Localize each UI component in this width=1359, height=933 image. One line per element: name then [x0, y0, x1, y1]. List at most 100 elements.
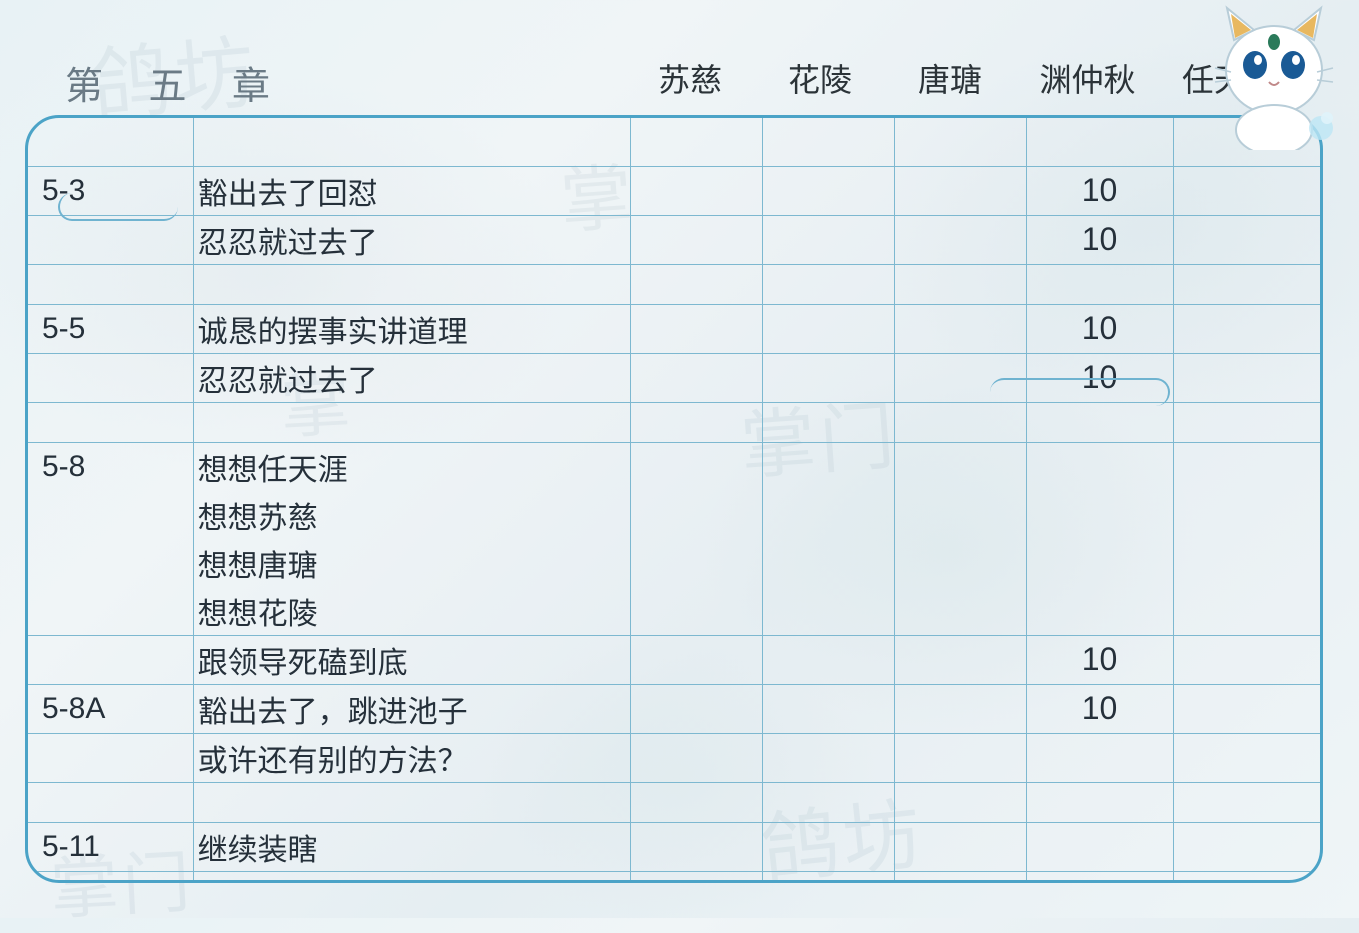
char-tangtang: 唐瑭 — [885, 55, 1015, 105]
choice-cell: 想想花陵 — [193, 587, 631, 636]
value-cell-suci — [631, 166, 763, 215]
choice-cell: 继续装瞎 — [193, 822, 631, 871]
value-cell-suci — [631, 684, 763, 733]
value-cell-tangtang — [894, 442, 1026, 491]
value-cell-tangtang — [894, 684, 1026, 733]
empty-cell — [894, 118, 1026, 166]
empty-cell — [1173, 782, 1320, 822]
empty-cell — [28, 782, 193, 822]
value-cell-yuanzhongqiu: 10 — [1026, 871, 1173, 883]
value-cell-suci — [631, 733, 763, 782]
table-row — [28, 264, 1320, 304]
value-cell-hualing — [763, 442, 895, 491]
choice-cell: 豁出去了回怼 — [193, 166, 631, 215]
choice-cell: 忍忍就过去了 — [193, 215, 631, 264]
stage-cell: 5-5 — [28, 304, 193, 353]
empty-cell — [28, 264, 193, 304]
table-row — [28, 402, 1320, 442]
guide-table-frame: 5-3豁出去了回怼 10 忍忍就过去了 10 5-5诚恳的摆事实讲道理 10 忍忍就过去了 1… — [25, 115, 1323, 883]
value-cell-suci — [631, 304, 763, 353]
empty-cell — [1173, 402, 1320, 442]
value-cell-suci — [631, 215, 763, 264]
table-row: 5-11继续装瞎 — [28, 822, 1320, 871]
value-cell-rentianya — [1173, 166, 1320, 215]
value-cell-yuanzhongqiu: 10 — [1026, 353, 1173, 402]
value-cell-yuanzhongqiu: 10 — [1026, 166, 1173, 215]
table-row: 跟领导死磕到底10 — [28, 635, 1320, 684]
stage-cell — [28, 491, 193, 539]
stage-cell — [28, 733, 193, 782]
value-cell-rentianya — [1173, 304, 1320, 353]
value-cell-yuanzhongqiu — [1026, 491, 1173, 539]
value-cell-suci — [631, 539, 763, 587]
table-row: 想想唐瑭 — [28, 539, 1320, 587]
empty-cell — [1026, 402, 1173, 442]
empty-cell — [28, 118, 193, 166]
empty-cell — [894, 264, 1026, 304]
empty-cell — [193, 264, 631, 304]
value-cell-rentianya — [1173, 353, 1320, 402]
empty-cell — [193, 782, 631, 822]
value-cell-suci — [631, 491, 763, 539]
value-cell-hualing — [763, 822, 895, 871]
value-cell-suci — [631, 635, 763, 684]
choice-cell: 诚恳的摆事实讲道理 — [193, 304, 631, 353]
table-row: 或许还有别的方法？ — [28, 733, 1320, 782]
table-row — [28, 118, 1320, 166]
value-cell-hualing — [763, 539, 895, 587]
empty-cell — [763, 782, 895, 822]
value-cell-suci — [631, 587, 763, 636]
value-cell-hualing — [763, 733, 895, 782]
value-cell-tangtang — [894, 491, 1026, 539]
stage-cell: 5-11 — [28, 822, 193, 871]
value-cell-yuanzhongqiu: 10 — [1026, 304, 1173, 353]
value-cell-tangtang — [894, 304, 1026, 353]
value-cell-tangtang — [894, 353, 1026, 402]
empty-cell — [1026, 264, 1173, 304]
empty-cell — [193, 402, 631, 442]
guide-table: 5-3豁出去了回怼 10 忍忍就过去了 10 5-5诚恳的摆事实讲道理 10 忍忍就过去了 1… — [28, 118, 1320, 883]
char-hualing: 花陵 — [755, 55, 885, 105]
value-cell-tangtang — [894, 733, 1026, 782]
value-cell-tangtang — [894, 822, 1026, 871]
stage-cell: 5-8A — [28, 684, 193, 733]
choice-cell: 忍忍就过去了 — [193, 353, 631, 402]
stage-cell — [28, 215, 193, 264]
value-cell-yuanzhongqiu: 10 — [1026, 684, 1173, 733]
choice-cell: 想想苏慈 — [193, 491, 631, 539]
choice-cell: 跟领导死磕到底 — [193, 635, 631, 684]
table-row: 想想花陵 — [28, 587, 1320, 636]
value-cell-rentianya — [1173, 539, 1320, 587]
value-cell-hualing — [763, 353, 895, 402]
empty-cell — [631, 118, 763, 166]
value-cell-rentianya — [1173, 215, 1320, 264]
value-cell-hualing — [763, 215, 895, 264]
empty-cell — [763, 118, 895, 166]
table-row: 忍忍就过去了 10 — [28, 353, 1320, 402]
value-cell-hualing — [763, 166, 895, 215]
value-cell-hualing — [763, 304, 895, 353]
stage-cell: 5-3 — [28, 166, 193, 215]
value-cell-rentianya — [1173, 822, 1320, 871]
value-cell-rentianya — [1173, 442, 1320, 491]
table-row — [28, 782, 1320, 822]
value-cell-suci — [631, 871, 763, 883]
empty-cell — [1026, 118, 1173, 166]
value-cell-suci — [631, 442, 763, 491]
value-cell-tangtang — [894, 539, 1026, 587]
value-cell-yuanzhongqiu — [1026, 442, 1173, 491]
stage-cell: 5-8 — [28, 442, 193, 491]
empty-cell — [631, 264, 763, 304]
character-header: 苏慈 花陵 唐瑭 渊仲秋 任天涯 — [0, 55, 1359, 105]
table-row: 5-8想想任天涯 — [28, 442, 1320, 491]
value-cell-suci — [631, 822, 763, 871]
value-cell-tangtang — [894, 166, 1026, 215]
table-row: 5-3豁出去了回怼 10 — [28, 166, 1320, 215]
empty-cell — [894, 402, 1026, 442]
char-rentianya: 任天涯 — [1160, 55, 1300, 105]
value-cell-yuanzhongqiu — [1026, 822, 1173, 871]
empty-cell — [193, 118, 631, 166]
choice-cell: 想想唐瑭 — [193, 539, 631, 587]
choice-cell: 豁出去了，跳进池子 — [193, 684, 631, 733]
value-cell-rentianya — [1173, 733, 1320, 782]
